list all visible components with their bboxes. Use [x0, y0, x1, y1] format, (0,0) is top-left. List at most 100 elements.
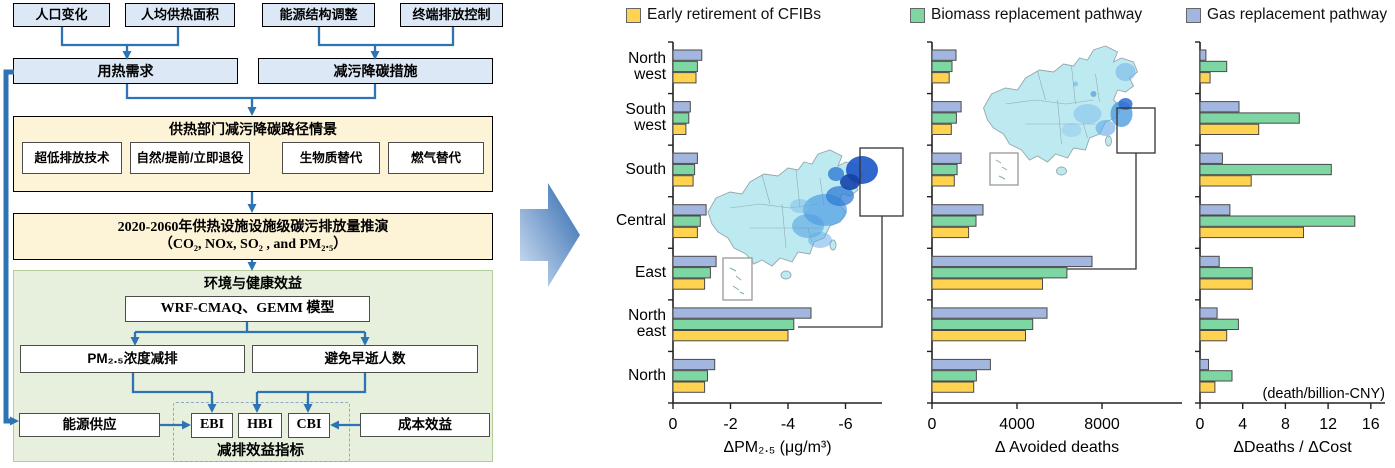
china-map-pm25 — [707, 149, 878, 280]
x-tick-label: 16 — [1362, 416, 1380, 433]
x-tick-label: -4 — [781, 416, 795, 433]
map-callout-deaths — [989, 107, 1156, 270]
bar — [931, 123, 952, 135]
region-axis-labels: North west South west South Central East North e… — [598, 0, 668, 468]
bar — [931, 152, 962, 164]
bar — [1199, 72, 1211, 84]
axes: 0 4000 8000 Δ Avoided deaths — [927, 41, 1182, 456]
node-end-emission-control: 终端排放控制 — [400, 3, 503, 27]
node-energy-structure: 能源结构调整 — [262, 3, 375, 27]
bar — [1199, 226, 1304, 239]
x-axis-title: ΔDeaths / ΔCost — [1233, 439, 1352, 456]
bar — [1199, 123, 1260, 135]
map-callout-pm25 — [722, 147, 904, 328]
bar — [672, 370, 708, 382]
bar — [931, 226, 970, 239]
bar — [672, 123, 687, 135]
bar — [931, 255, 1093, 268]
bar — [672, 215, 701, 227]
methodology-flowchart: 人口变化 人均供热面积 能源结构调整 终端排放控制 用热需求 减污降碳措施 供热… — [0, 0, 512, 468]
bar — [931, 370, 977, 382]
category-label: East — [634, 263, 666, 281]
node-measures: 减污降碳措施 — [258, 58, 493, 84]
option-gas: 燃气替代 — [388, 142, 484, 174]
unit-annotation: (death/billion-CNY) — [1263, 386, 1386, 402]
node-avoided-deaths: 避免早逝人数 — [252, 345, 478, 373]
node-cbi: CBI — [288, 413, 330, 438]
bar — [1199, 112, 1300, 124]
bar — [672, 330, 789, 342]
x-axis-title: Δ Avoided deaths — [995, 439, 1119, 456]
bar — [1199, 204, 1231, 216]
bar — [672, 307, 812, 319]
bar — [1199, 318, 1239, 331]
bar — [931, 307, 1048, 319]
scenario-panel-title: 供热部门减污降碳路径情景 — [169, 121, 337, 137]
x-tick-label: 0 — [928, 416, 937, 433]
bar — [1199, 381, 1216, 393]
bar — [1199, 307, 1218, 319]
bar — [672, 60, 698, 73]
indicator-label: 减排效益指标 — [217, 443, 304, 459]
option-biomass: 生物质替代 — [282, 142, 380, 174]
projection-line1: 2020-2060年供热设施设施级碳污排放量推演 — [117, 220, 389, 236]
x-tick-label: 12 — [1319, 416, 1337, 433]
bar — [931, 215, 977, 227]
bar — [1199, 330, 1228, 342]
axes: 0 -2 -4 -6 ΔPM₂.₅ (μg/m³) — [668, 41, 882, 456]
category-label: North west — [628, 49, 666, 83]
node-heat-demand: 用热需求 — [13, 58, 238, 84]
node-heating-area: 人均供热面积 — [125, 3, 235, 27]
bar — [672, 278, 706, 290]
bar — [672, 152, 698, 164]
category-label: South — [625, 160, 666, 178]
legend-label: Gas replacement pathway — [1207, 6, 1388, 23]
bar — [931, 112, 957, 124]
bar — [1199, 255, 1220, 268]
bar — [1199, 267, 1253, 279]
bar — [1199, 152, 1223, 164]
category-label: Central — [616, 212, 666, 230]
bar — [931, 278, 1043, 290]
x-tick-label: -6 — [838, 416, 852, 433]
bar — [1199, 358, 1209, 371]
bar — [931, 381, 975, 393]
bar — [1199, 175, 1252, 187]
bar — [672, 381, 706, 393]
bar — [1199, 163, 1332, 176]
x-tick-label: 0 — [1196, 416, 1205, 433]
projection-panel: 2020-2060年供热设施设施级碳污排放量推演 （CO₂, NOx, SO₂ … — [13, 213, 493, 260]
category-label: North — [628, 366, 666, 384]
bar — [672, 72, 697, 84]
node-models: WRF-CMAQ、GEMM 模型 — [125, 296, 370, 322]
bar — [672, 267, 711, 279]
bar — [672, 255, 717, 268]
chart-avoided-deaths: 0 4000 8000 Δ Avoided deaths — [927, 41, 1182, 456]
legend-label: Biomass replacement pathway — [931, 6, 1143, 23]
bar — [672, 226, 698, 239]
option-ultra-low-emission: 超低排放技术 — [22, 142, 122, 174]
node-cost-benefit: 成本效益 — [360, 413, 490, 437]
bar — [1199, 215, 1356, 227]
bar — [931, 60, 953, 73]
chart-pm25: 0 -2 -4 -6 ΔPM₂.₅ (μg/m³) — [668, 41, 904, 456]
bar — [1199, 101, 1240, 113]
projection-line2: （CO₂, NOx, SO₂ , and PM₂.₅） — [158, 236, 348, 252]
category-label: South west — [625, 101, 666, 135]
bar — [672, 204, 707, 216]
bar — [931, 358, 991, 371]
node-population-change: 人口变化 — [13, 3, 110, 27]
bar — [672, 318, 795, 331]
bar — [931, 204, 984, 216]
bar — [931, 318, 1034, 331]
bar — [672, 49, 703, 61]
bar — [931, 175, 955, 187]
legend-label: Early retirement of CFIBs — [647, 6, 821, 23]
x-tick-label: 8000 — [1084, 416, 1120, 433]
category-label: North east — [628, 307, 666, 341]
x-tick-label: 8 — [1281, 416, 1290, 433]
chart-deaths-per-cost: 0 4 8 12 16 ΔDeaths / ΔCost (death/billion-CNY… — [1195, 41, 1386, 456]
bar — [672, 175, 694, 187]
node-ebi: EBI — [191, 413, 233, 438]
china-map-avoided-deaths — [983, 45, 1139, 176]
